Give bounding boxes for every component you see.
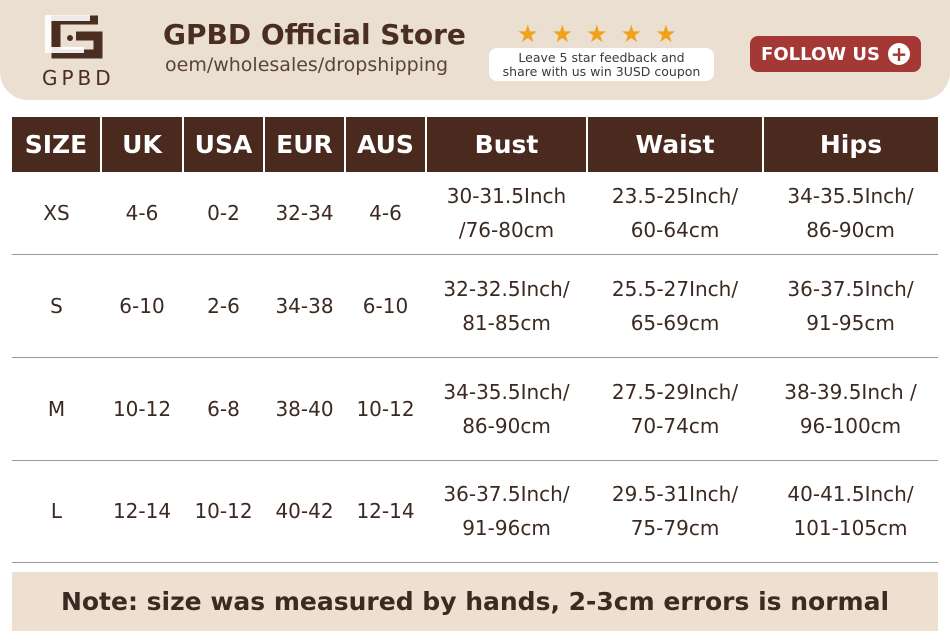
- table-cell: M: [12, 357, 101, 461]
- cell-line: 65-69cm: [630, 310, 720, 335]
- cell-line: 96-100cm: [799, 413, 902, 438]
- cell-line: 29.5-31Inch/: [611, 482, 739, 506]
- column-header: EUR: [263, 117, 345, 172]
- table-cell: 32-34: [264, 172, 345, 255]
- table-cell: 12-14: [101, 460, 183, 563]
- table-cell: 10-12: [345, 357, 426, 461]
- table-cell: 36-37.5Inch/91-95cm: [763, 254, 938, 358]
- cell-line: 36-37.5Inch/: [787, 276, 914, 301]
- cell-line: 25.5-27Inch/: [611, 276, 739, 301]
- star-icon: ★: [551, 20, 574, 48]
- cell-line: 34-35.5Inch/: [443, 379, 570, 404]
- rating-stars: ★ ★ ★ ★ ★: [517, 22, 677, 46]
- store-name: GPBD Official Store: [163, 18, 466, 51]
- table-cell: 4-6: [101, 172, 183, 255]
- store-header: GPBD GPBD Official Store oem/wholesales/…: [0, 0, 950, 100]
- table-cell: 38-39.5Inch / 96-100cm: [763, 357, 938, 461]
- table-cell: 4-6: [345, 172, 426, 255]
- table-cell: 36-37.5Inch/91-96cm: [426, 460, 587, 563]
- column-header: AUS: [344, 117, 426, 172]
- table-cell: 2-6: [183, 254, 264, 358]
- measurement-note: Note: size was measured by hands, 2-3cm …: [12, 572, 938, 631]
- star-icon: ★: [517, 20, 539, 48]
- table-row: M 10-12 6-8 38-40 10-12 34-35.5Inch/86-90cm 27…: [12, 357, 938, 461]
- store-tagline: oem/wholesales/dropshipping: [165, 54, 449, 76]
- cell-line: 86-90cm: [462, 413, 551, 438]
- cell-line: 86-90cm: [806, 217, 895, 242]
- table-cell: 25.5-27Inch/65-69cm: [587, 254, 763, 358]
- column-header: Waist: [586, 117, 763, 172]
- cell-line: 91-96cm: [462, 516, 551, 540]
- table-cell: 34-35.5Inch/86-90cm: [763, 172, 938, 255]
- header-row: SIZE UK USA EUR AUS Bust Waist Hips: [12, 117, 938, 172]
- column-header: SIZE: [12, 117, 101, 172]
- cell-line: 60-64cm: [630, 217, 720, 242]
- table-cell: 27.5-29Inch/70-74cm: [587, 357, 763, 461]
- star-icon: ★: [620, 20, 643, 48]
- feedback-line: share with us win 3USD coupon: [502, 64, 701, 79]
- table-cell: 40-41.5Inch/101-105cm: [763, 460, 938, 563]
- table-cell: XS: [12, 172, 101, 255]
- table-cell: 38-40: [264, 357, 345, 461]
- table-cell: L: [12, 460, 101, 563]
- cell-line: 101-105cm: [793, 516, 908, 540]
- table-cell: 23.5-25Inch/60-64cm: [587, 172, 763, 255]
- cell-line: 40-41.5Inch/: [787, 482, 914, 506]
- table-cell: 40-42: [264, 460, 345, 563]
- cell-line: 36-37.5Inch/: [443, 482, 570, 506]
- logo-mark-icon: [45, 15, 103, 59]
- column-header: UK: [100, 117, 183, 172]
- table-cell: 32-32.5Inch/81-85cm: [426, 254, 587, 358]
- feedback-line: Leave 5 star feedback and: [518, 50, 685, 65]
- cell-line: 34-35.5Inch/: [787, 183, 914, 208]
- cell-line: 75-79cm: [630, 516, 720, 540]
- cell-line: 70-74cm: [630, 413, 720, 438]
- table-cell: 10-12: [101, 357, 183, 461]
- table-cell: 6-10: [345, 254, 426, 358]
- cell-line: 23.5-25Inch/: [611, 183, 739, 208]
- follow-label: FOLLOW US: [761, 43, 880, 65]
- table-row: XS 4-6 0-2 32-34 4-6 30-31.5Inch/76-80cm 23.5-…: [12, 172, 938, 255]
- table-cell: S: [12, 254, 101, 358]
- star-icon: ★: [655, 20, 677, 48]
- star-icon: ★: [586, 20, 608, 48]
- cell-line: 30-31.5Inch: [446, 183, 567, 208]
- table-row: L 12-14 10-12 40-42 12-14 36-37.5Inch/91-96cm…: [12, 460, 938, 563]
- table-cell: 30-31.5Inch/76-80cm: [426, 172, 587, 255]
- plus-circle-icon: +: [887, 43, 910, 65]
- table-cell: 10-12: [183, 460, 264, 563]
- column-header: USA: [182, 117, 264, 172]
- table-cell: 34-38: [264, 254, 345, 358]
- table-cell: 6-10: [101, 254, 183, 358]
- size-chart-table: SIZE UK USA EUR AUS Bust Waist Hips XS 4-6 0-2 32-…: [12, 117, 938, 563]
- cell-line: 91-95cm: [806, 310, 895, 335]
- cell-line: 81-85cm: [462, 310, 551, 335]
- table-cell: 34-35.5Inch/86-90cm: [426, 357, 587, 461]
- column-header: Bust: [425, 117, 587, 172]
- store-logo: GPBD: [22, 10, 142, 94]
- cell-line: 32-32.5Inch/: [443, 276, 570, 301]
- cell-line: 38-39.5Inch /: [784, 379, 917, 404]
- table-row: S 6-10 2-6 34-38 6-10 32-32.5Inch/81-85cm 25.5…: [12, 254, 938, 358]
- table-cell: 0-2: [183, 172, 264, 255]
- logo-text: GPBD: [42, 66, 115, 90]
- feedback-banner: Leave 5 star feedback and share with us …: [489, 48, 714, 81]
- table-cell: 12-14: [345, 460, 426, 563]
- column-header: Hips: [762, 117, 938, 172]
- cell-line: /76-80cm: [458, 217, 555, 242]
- follow-us-button[interactable]: FOLLOW US +: [750, 36, 921, 72]
- cell-line: 27.5-29Inch/: [611, 379, 739, 404]
- table-cell: 29.5-31Inch/75-79cm: [587, 460, 763, 563]
- table-cell: 6-8: [183, 357, 264, 461]
